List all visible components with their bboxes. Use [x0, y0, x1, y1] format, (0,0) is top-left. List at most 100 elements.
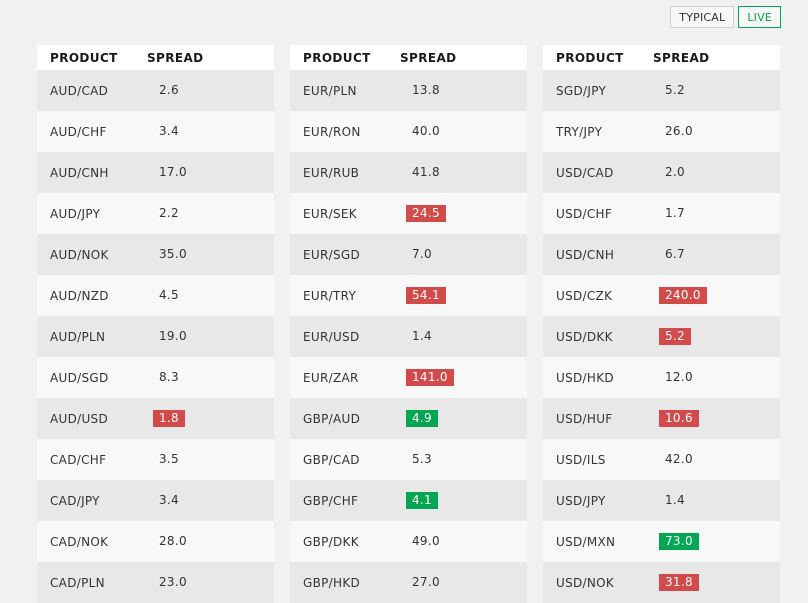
mode-toggle: TYPICAL LIVE: [670, 6, 781, 28]
table-row: USD/HUF 10.6: [543, 398, 780, 439]
table-row: AUD/NZD 4.5: [37, 275, 274, 316]
table-row: AUD/CNH 17.0: [37, 152, 274, 193]
product-cell: TRY/JPY: [556, 124, 603, 139]
product-cell: EUR/RUB: [303, 165, 360, 180]
spread-cell: 35.0: [159, 247, 187, 261]
product-cell: GBP/CAD: [303, 452, 360, 467]
product-cell: EUR/SEK: [303, 206, 357, 221]
table-row: SGD/JPY 5.2: [543, 70, 780, 111]
spread-cell: 41.8: [412, 165, 440, 179]
table-row: CAD/CHF 3.5: [37, 439, 274, 480]
product-cell: AUD/NZD: [50, 288, 109, 303]
spread-cell: 3.4: [159, 124, 179, 138]
spread-cell: 42.0: [665, 452, 693, 466]
spread-cell: 1.7: [665, 206, 685, 220]
product-cell: CAD/PLN: [50, 575, 105, 590]
spread-table-3: PRODUCT SPREAD SGD/JPY 5.2 TRY/JPY 26.0 USD/…: [543, 45, 780, 603]
table-row: AUD/JPY 2.2: [37, 193, 274, 234]
product-cell: GBP/AUD: [303, 411, 361, 426]
product-cell: USD/NOK: [556, 575, 615, 590]
table-row: USD/CAD 2.0: [543, 152, 780, 193]
table-row: USD/MXN 73.0: [543, 521, 780, 562]
spread-cell: 4.9: [406, 410, 438, 427]
table-row: GBP/DKK 49.0: [290, 521, 527, 562]
spread-cell: 19.0: [159, 329, 187, 343]
spread-cell: 12.0: [665, 370, 693, 384]
spread-column-header: SPREAD: [400, 50, 457, 65]
product-cell: USD/CAD: [556, 165, 614, 180]
product-column-header: PRODUCT: [303, 50, 371, 65]
spread-cell: 3.4: [159, 493, 179, 507]
spread-column-header: SPREAD: [147, 50, 204, 65]
product-cell: AUD/SGD: [50, 370, 109, 385]
product-cell: EUR/PLN: [303, 83, 357, 98]
product-cell: AUD/CNH: [50, 165, 109, 180]
table-row: EUR/USD 1.4: [290, 316, 527, 357]
product-cell: EUR/TRY: [303, 288, 357, 303]
product-cell: USD/MXN: [556, 534, 616, 549]
table-row: EUR/RON 40.0: [290, 111, 527, 152]
product-cell: USD/CNH: [556, 247, 615, 262]
product-cell: CAD/CHF: [50, 452, 107, 467]
product-cell: CAD/NOK: [50, 534, 109, 549]
product-cell: USD/ILS: [556, 452, 606, 467]
product-cell: USD/DKK: [556, 329, 613, 344]
product-cell: AUD/USD: [50, 411, 109, 426]
product-cell: USD/CHF: [556, 206, 613, 221]
spread-cell: 1.4: [412, 329, 432, 343]
spread-cell: 17.0: [159, 165, 187, 179]
table-row: AUD/SGD 8.3: [37, 357, 274, 398]
product-cell: GBP/DKK: [303, 534, 359, 549]
spread-cell: 7.0: [412, 247, 432, 261]
table-row: CAD/JPY 3.4: [37, 480, 274, 521]
product-column-header: PRODUCT: [556, 50, 624, 65]
table-row: TRY/JPY 26.0: [543, 111, 780, 152]
table-row: CAD/PLN 23.0: [37, 562, 274, 603]
spread-cell: 141.0: [406, 369, 454, 386]
product-cell: EUR/USD: [303, 329, 360, 344]
table-header: PRODUCT SPREAD: [290, 45, 527, 70]
spread-cell: 5.3: [412, 452, 432, 466]
spread-cell: 49.0: [412, 534, 440, 548]
product-cell: AUD/CAD: [50, 83, 109, 98]
spread-cell: 23.0: [159, 575, 187, 589]
product-cell: USD/CZK: [556, 288, 613, 303]
product-cell: AUD/CHF: [50, 124, 107, 139]
table-row: USD/HKD 12.0: [543, 357, 780, 398]
spread-cell: 8.3: [159, 370, 179, 384]
table-row: EUR/RUB 41.8: [290, 152, 527, 193]
product-cell: USD/HUF: [556, 411, 613, 426]
product-cell: USD/HKD: [556, 370, 614, 385]
spread-table-2: PRODUCT SPREAD EUR/PLN 13.8 EUR/RON 40.0 EUR…: [290, 45, 527, 603]
spread-cell: 28.0: [159, 534, 187, 548]
spread-cell: 73.0: [659, 533, 699, 550]
spread-cell: 4.1: [406, 492, 438, 509]
table-row: EUR/SGD 7.0: [290, 234, 527, 275]
table-row: EUR/SEK 24.5: [290, 193, 527, 234]
table-row: USD/CZK 240.0: [543, 275, 780, 316]
spread-cell: 13.8: [412, 83, 440, 97]
live-button[interactable]: LIVE: [738, 6, 781, 28]
spread-cell: 24.5: [406, 205, 446, 222]
spread-cell: 4.5: [159, 288, 179, 302]
table-row: AUD/PLN 19.0: [37, 316, 274, 357]
table-row: EUR/ZAR 141.0: [290, 357, 527, 398]
typical-button[interactable]: TYPICAL: [670, 6, 735, 28]
table-row: EUR/PLN 13.8: [290, 70, 527, 111]
product-cell: CAD/JPY: [50, 493, 100, 508]
table-row: AUD/CHF 3.4: [37, 111, 274, 152]
table-row: USD/CHF 1.7: [543, 193, 780, 234]
table-row: USD/JPY 1.4: [543, 480, 780, 521]
table-row: CAD/NOK 28.0: [37, 521, 274, 562]
spread-cell: 26.0: [665, 124, 693, 138]
table-row: GBP/CHF 4.1: [290, 480, 527, 521]
spread-cell: 2.2: [159, 206, 179, 220]
product-cell: GBP/HKD: [303, 575, 361, 590]
table-row: EUR/TRY 54.1: [290, 275, 527, 316]
spread-cell: 31.8: [659, 574, 699, 591]
product-column-header: PRODUCT: [50, 50, 118, 65]
product-cell: EUR/RON: [303, 124, 361, 139]
product-cell: GBP/CHF: [303, 493, 359, 508]
table-row: USD/DKK 5.2: [543, 316, 780, 357]
table-row: USD/ILS 42.0: [543, 439, 780, 480]
